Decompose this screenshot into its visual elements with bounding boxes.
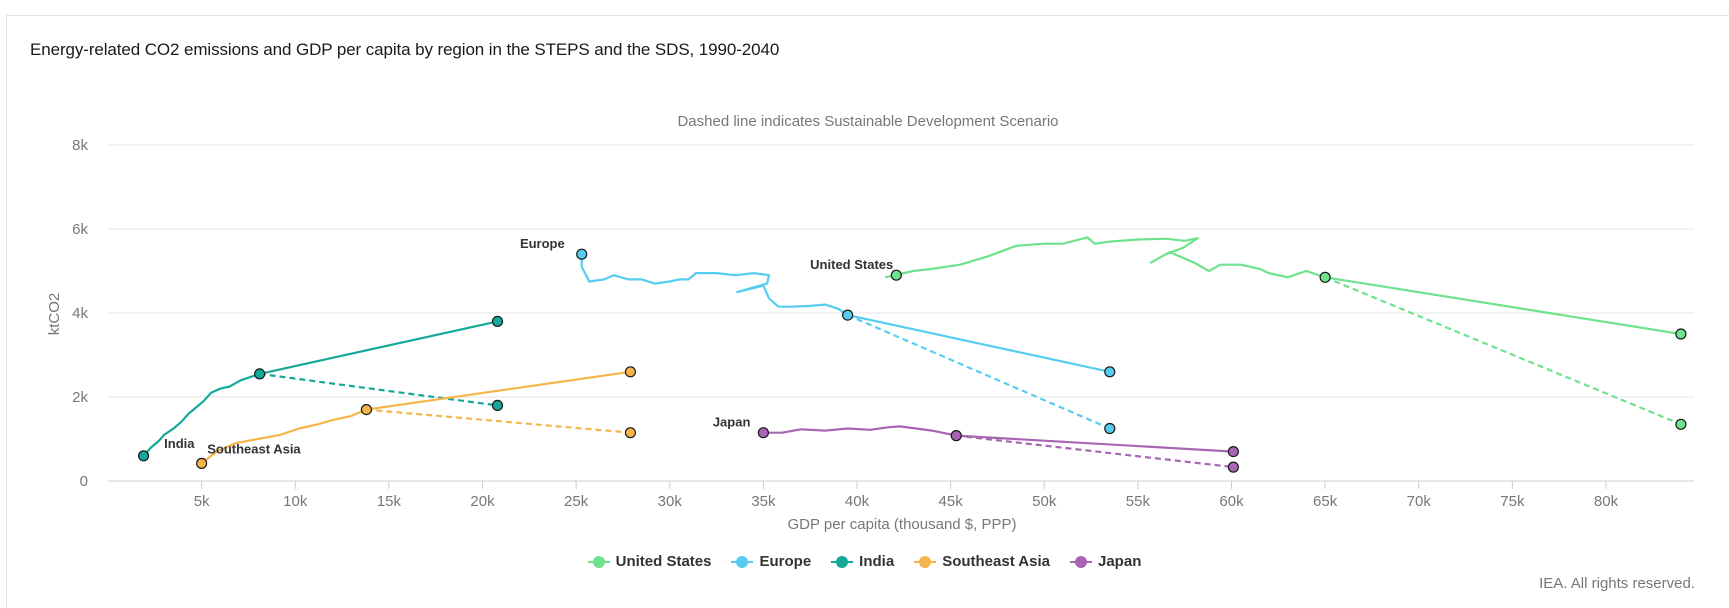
x-tick-label: 50k xyxy=(1032,493,1057,510)
india-point[interactable] xyxy=(254,368,266,380)
southeast-asia-historical-line xyxy=(200,408,367,465)
x-tick-label: 30k xyxy=(658,493,683,510)
india-historical-line xyxy=(142,372,261,457)
legend: United States Europe India Southeast Asia Ja… xyxy=(0,553,1729,572)
southeast-asia-point[interactable] xyxy=(360,404,373,416)
europe-steps-line xyxy=(847,314,1111,373)
chart-title: Energy-related CO2 emissions and GDP per… xyxy=(30,40,780,59)
southeast-asia-point[interactable] xyxy=(196,457,208,469)
india-sds-line xyxy=(259,372,498,407)
legend-item-southeast-asia[interactable]: Southeast Asia xyxy=(914,553,1050,570)
y-tick-label: 8k xyxy=(72,137,88,154)
x-tick-label: 80k xyxy=(1594,493,1619,510)
x-tick-label: 75k xyxy=(1500,493,1525,510)
legend-item-japan[interactable]: Japan xyxy=(1070,553,1141,570)
legend-swatch xyxy=(914,555,937,568)
japan-point[interactable] xyxy=(1227,461,1239,473)
united-states-annotation: United States xyxy=(810,257,893,272)
y-tick-label: 6k xyxy=(72,221,88,238)
legend-label: India xyxy=(859,553,895,570)
india-point[interactable] xyxy=(491,315,504,327)
x-tick-label: 20k xyxy=(470,493,495,510)
japan-historical-line xyxy=(763,425,957,437)
x-tick-label: 45k xyxy=(939,493,964,510)
japan-point[interactable] xyxy=(1227,446,1239,458)
legend-item-india[interactable]: India xyxy=(831,553,894,570)
legend-item-united-states[interactable]: United States xyxy=(587,553,712,570)
legend-item-europe[interactable]: Europe xyxy=(731,553,811,570)
chart-subtitle: Dashed line indicates Sustainable Develo… xyxy=(677,113,1058,130)
japan-point[interactable] xyxy=(950,430,962,442)
x-tick-label: 40k xyxy=(845,493,870,510)
india-steps-line xyxy=(259,320,498,375)
x-tick-label: 70k xyxy=(1407,493,1432,510)
india-point[interactable] xyxy=(491,399,504,411)
united-states-steps-line xyxy=(1324,276,1682,336)
x-tick-label: 10k xyxy=(283,493,308,510)
europe-point[interactable] xyxy=(576,248,588,260)
legend-label: Europe xyxy=(759,553,812,570)
legend-label: Southeast Asia xyxy=(942,553,1050,570)
united-states-historical-line xyxy=(884,236,1326,279)
united-states-point[interactable] xyxy=(1675,418,1687,430)
x-tick-label: 35k xyxy=(751,493,776,510)
legend-swatch xyxy=(831,555,854,568)
india-point[interactable] xyxy=(137,450,150,462)
y-tick-label: 4k xyxy=(72,305,88,322)
southeast-asia-point[interactable] xyxy=(624,366,637,378)
southeast-asia-annotation: Southeast Asia xyxy=(207,442,301,457)
legend-label: United States xyxy=(615,553,712,570)
x-tick-label: 25k xyxy=(564,493,589,510)
x-tick-label: 5k xyxy=(194,493,210,510)
europe-annotation: Europe xyxy=(520,236,565,251)
india-annotation: India xyxy=(164,436,195,451)
europe-point[interactable] xyxy=(1104,366,1116,378)
y-tick-label: 0 xyxy=(80,473,88,490)
x-tick-label: 65k xyxy=(1313,493,1338,510)
x-axis-label: GDP per capita (thousand $, PPP) xyxy=(787,516,1016,533)
southeast-asia-steps-line xyxy=(366,370,631,411)
europe-point[interactable] xyxy=(1104,422,1116,435)
united-states-point[interactable] xyxy=(1319,271,1331,283)
southeast-asia-point[interactable] xyxy=(624,427,637,439)
legend-swatch xyxy=(587,555,610,568)
europe-point[interactable] xyxy=(842,309,854,321)
legend-swatch xyxy=(1070,555,1092,568)
europe-historical-line xyxy=(580,254,849,317)
japan-sds-line xyxy=(956,434,1234,469)
europe-sds-line xyxy=(847,314,1111,430)
southeast-asia-sds-line xyxy=(366,408,631,434)
legend-label: Japan xyxy=(1098,553,1142,570)
x-tick-label: 55k xyxy=(1126,493,1151,510)
x-tick-label: 60k xyxy=(1219,493,1244,510)
united-states-point[interactable] xyxy=(1675,328,1687,340)
legend-swatch xyxy=(731,555,754,568)
x-tick-label: 15k xyxy=(377,493,402,510)
y-axis-label: ktCO2 xyxy=(46,293,63,336)
japan-point[interactable] xyxy=(757,427,769,439)
japan-annotation: Japan xyxy=(713,414,751,429)
united-states-sds-line xyxy=(1324,276,1682,426)
united-states-point[interactable] xyxy=(890,269,902,281)
chart-card xyxy=(6,15,1729,608)
y-tick-label: 2k xyxy=(72,389,88,406)
japan-steps-line xyxy=(956,434,1234,453)
credit-text: IEA. All rights reserved. xyxy=(1539,575,1695,592)
